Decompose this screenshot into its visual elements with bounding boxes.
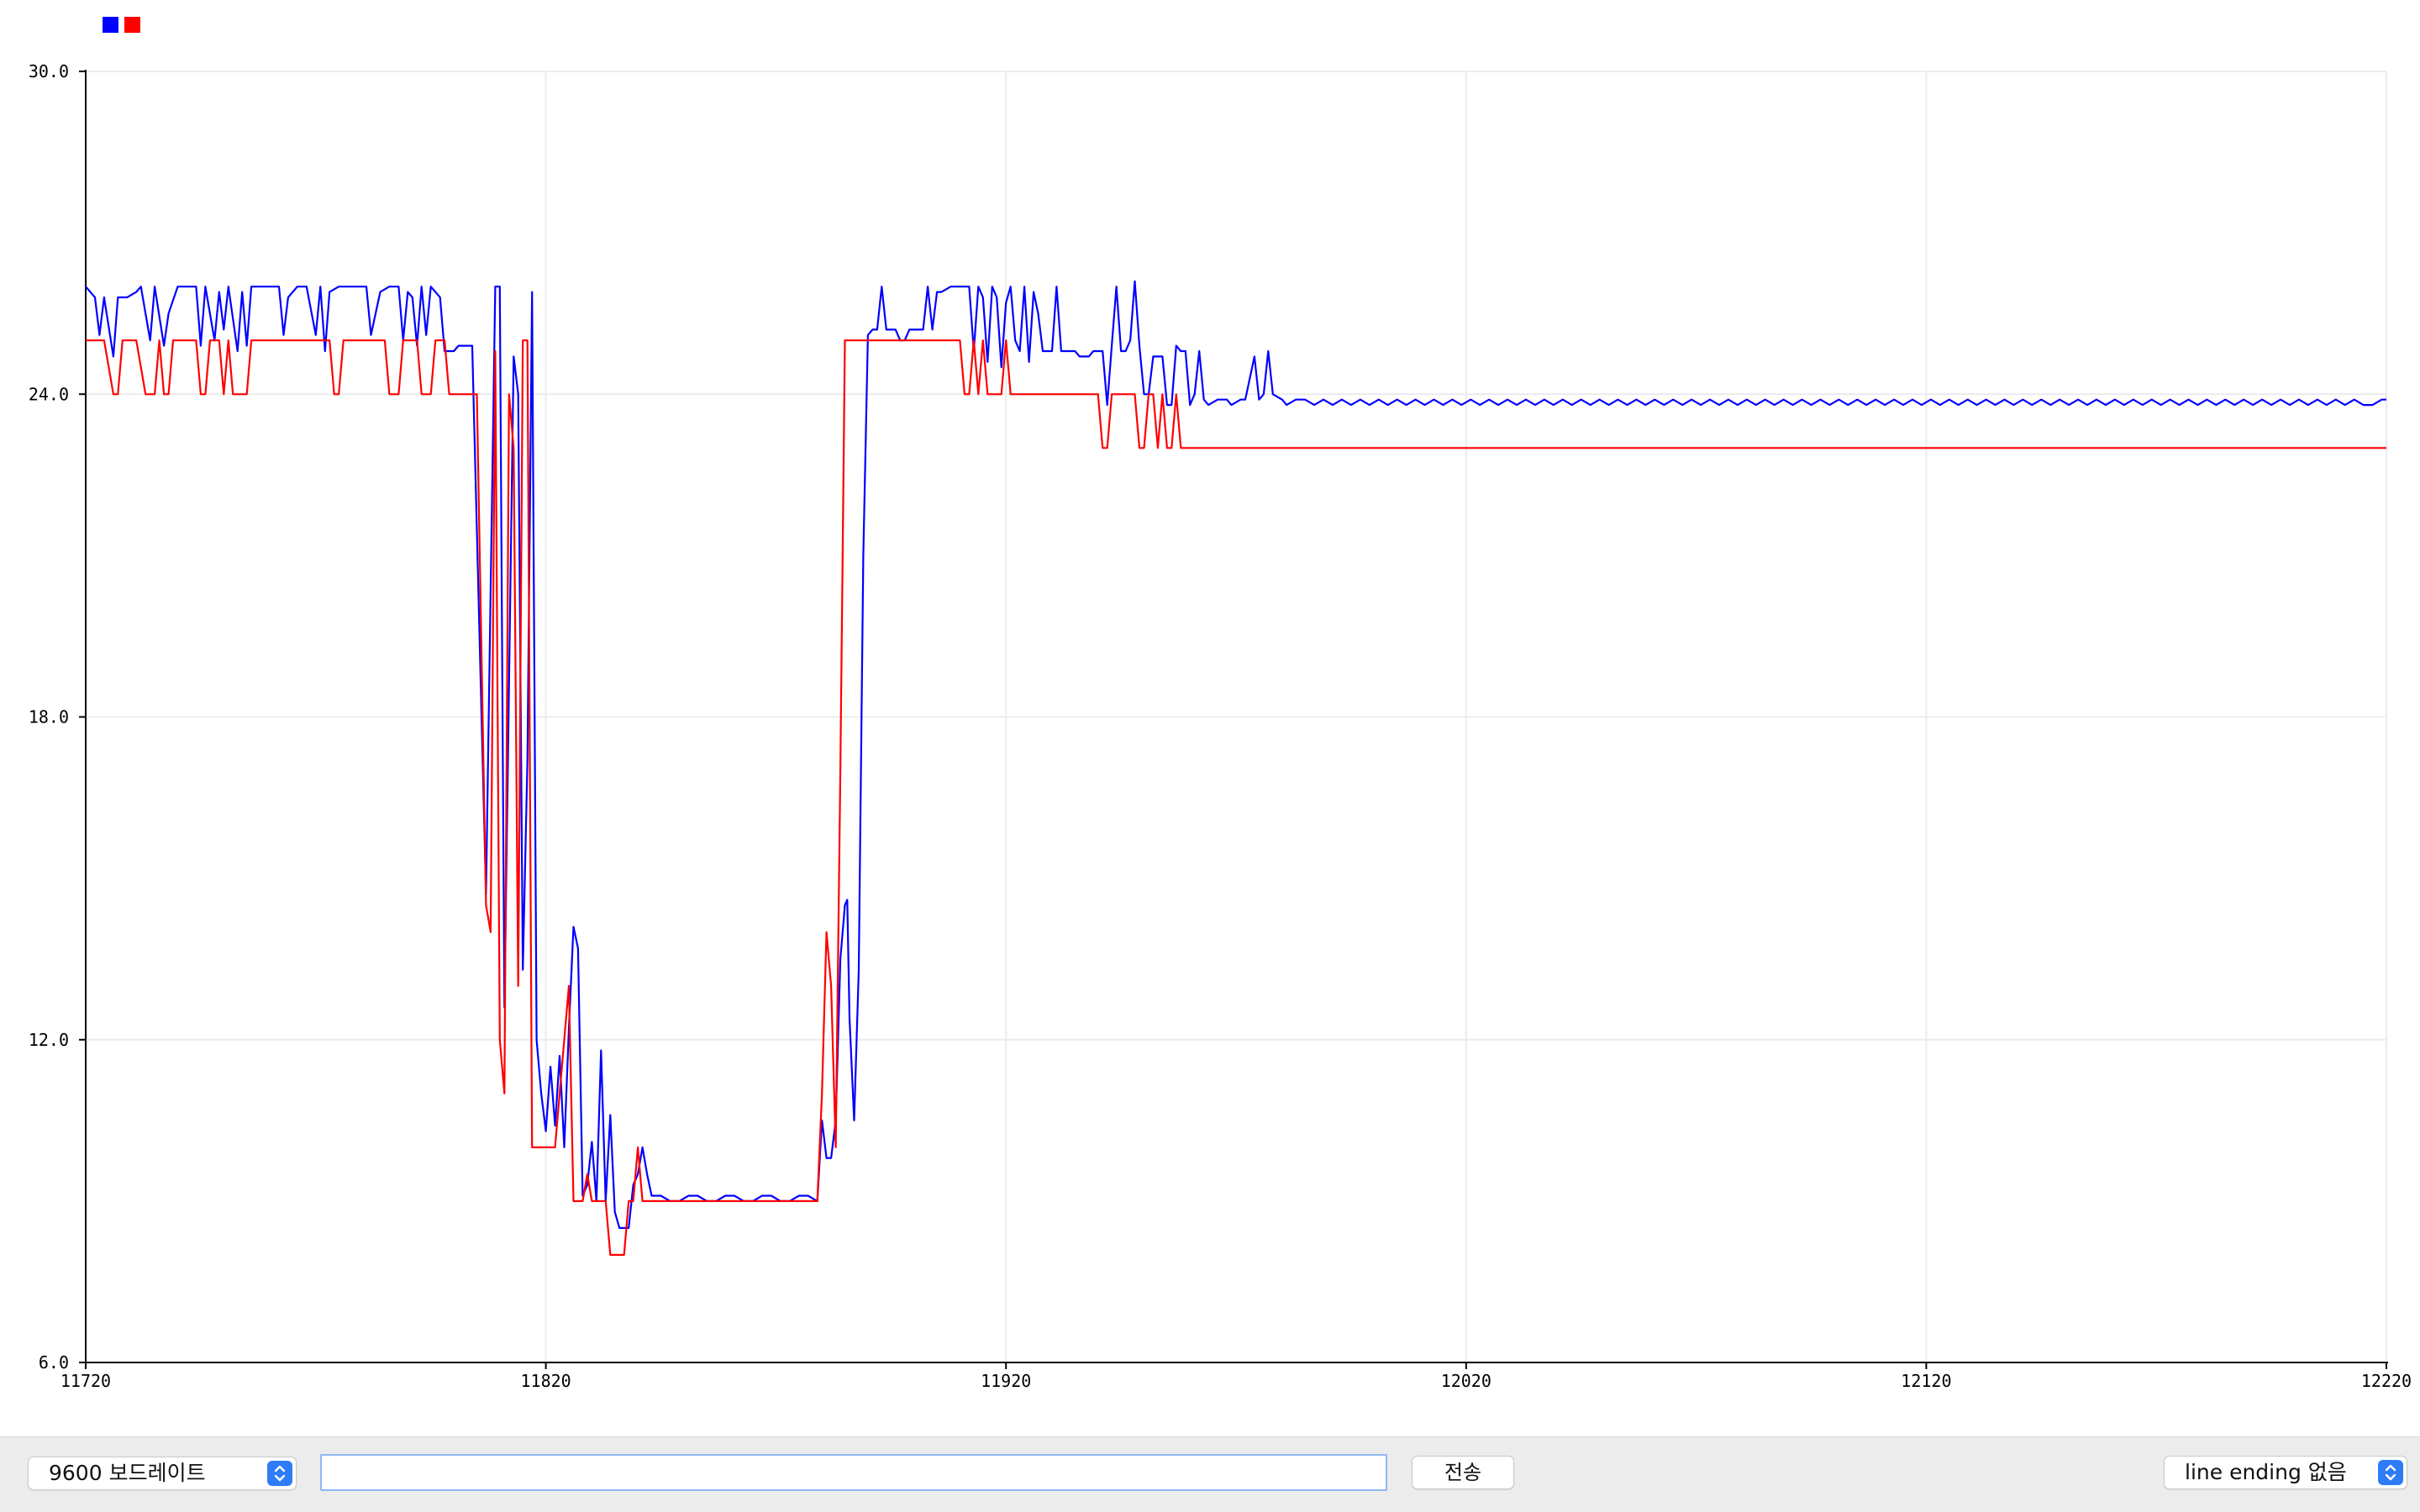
- y-tick-label: 30.0: [29, 61, 69, 81]
- x-tick-label: 11920: [981, 1371, 1031, 1391]
- x-tick-label: 11720: [60, 1371, 111, 1391]
- baud-rate-select[interactable]: 9600 보드레이트: [28, 1457, 297, 1490]
- select-chevron-icon: [2378, 1460, 2403, 1485]
- serial-send-input[interactable]: [320, 1454, 1387, 1491]
- y-tick-label: 18.0: [29, 707, 69, 727]
- select-chevron-icon: [267, 1461, 292, 1486]
- series-line-2: [86, 339, 2386, 1257]
- x-tick-label: 12020: [1441, 1371, 1491, 1391]
- serial-plotter-area: 6.0 12.0 18.0 24.0 30.0 11720 11820 11920 12020 1…: [28, 17, 2412, 1391]
- y-tick-label: 24.0: [29, 384, 69, 404]
- x-tick-label: 11820: [520, 1371, 571, 1391]
- legend-swatch-series-2: [124, 17, 140, 33]
- baud-rate-value: 9600 보드레이트: [49, 1461, 206, 1485]
- x-tick-label: 12220: [2361, 1371, 2412, 1391]
- line-ending-value: line ending 없음: [2185, 1460, 2347, 1484]
- line-chart: 6.0 12.0 18.0 24.0 30.0 11720 11820 11920 12020 1…: [29, 61, 2412, 1391]
- series-line-1: [85, 280, 2386, 1230]
- legend-swatch-series-1: [103, 17, 118, 33]
- send-button[interactable]: 전송: [1412, 1456, 1514, 1489]
- y-tick-label: 12.0: [29, 1030, 69, 1050]
- y-tick-label: 6.0: [39, 1352, 69, 1373]
- x-tick-label: 12120: [1901, 1371, 1951, 1391]
- line-ending-select[interactable]: line ending 없음: [2164, 1456, 2407, 1489]
